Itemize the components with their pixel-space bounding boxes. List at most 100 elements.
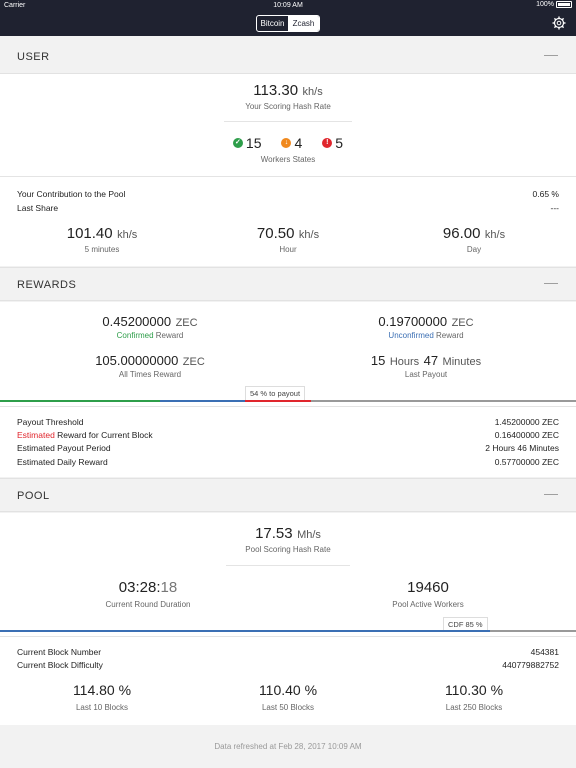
collapse-user-icon[interactable]: —	[544, 46, 558, 62]
round-duration-label: Current Round Duration	[105, 600, 191, 609]
workers-ok: ✓ 15	[232, 135, 262, 151]
round-duration-main: 03:28:	[118, 579, 161, 596]
payout-progress-label: 54 % to payout	[245, 386, 306, 400]
round-duration: 03:28:18	[0, 579, 296, 597]
last-share-label: Last Share	[17, 203, 59, 213]
daily-row: Estimated Daily Reward 0.57700000 ZEC	[17, 457, 559, 467]
last-share-value: ---	[550, 203, 560, 213]
workers-states-label: Workers States	[260, 155, 316, 164]
exclamation-circle-icon: !	[322, 138, 333, 148]
status-bar: Carrier 10:09 AM 100%	[0, 0, 576, 12]
carrier-label: Carrier	[4, 2, 26, 9]
pool-hash-rate: 17.53 Mh/s	[0, 525, 576, 543]
divider	[0, 176, 576, 177]
confirmed-progress-bar	[0, 400, 160, 402]
cdf-remaining-bar	[490, 630, 576, 632]
status-time: 10:09 AM	[273, 2, 303, 9]
pool-workers: 19460	[280, 579, 576, 597]
block-number-value: 454381	[530, 647, 559, 657]
contribution-row: Your Contribution to the Pool 0.65 %	[17, 189, 559, 199]
workers-warn-count: 4	[294, 135, 303, 151]
pool-workers-value: 19460	[407, 579, 449, 596]
cdf-label: CDF 85 %	[443, 617, 488, 631]
workers-states: ✓ 15 ↓ 4 ! 5	[0, 135, 576, 151]
pool-hash-unit: Mh/s	[297, 529, 321, 541]
user-hash-value: 113.30	[253, 82, 299, 99]
rate-5m-value: 101.40	[66, 225, 113, 242]
difficulty-row: Current Block Difficulty 440779882752	[17, 660, 559, 670]
rate-day-label: Day	[466, 245, 482, 254]
pool-workers-label: Pool Active Workers	[392, 600, 464, 609]
last-payout-minutes: 47	[423, 353, 439, 368]
period-value: 2 Hours 46 Minutes	[485, 443, 559, 453]
block-number-row: Current Block Number 454381	[17, 647, 559, 657]
last250-label: Last 250 Blocks	[445, 703, 503, 712]
rate-5m-label: 5 minutes	[84, 245, 120, 254]
divider	[226, 565, 350, 566]
confirmed-unit: ZEC	[175, 317, 198, 329]
divider	[224, 121, 352, 122]
last-payout-hours: 15	[370, 353, 386, 368]
rewards-section-title: REWARDS	[17, 279, 77, 291]
alltime-reward: 105.00000000 ZEC	[0, 352, 300, 370]
last250-value: 110.30 %	[444, 682, 504, 698]
estimated-label: Estimated Reward for Current Block	[17, 430, 153, 440]
payout-progress-bar	[245, 400, 311, 402]
last50-label: Last 50 Blocks	[261, 703, 315, 712]
divider	[0, 406, 576, 407]
unconfirmed-reward: 0.19700000 ZEC	[276, 313, 576, 331]
rewards-section-header[interactable]: REWARDS —	[0, 267, 576, 301]
collapse-rewards-icon[interactable]: —	[544, 274, 558, 290]
unconfirmed-unit: ZEC	[451, 317, 474, 329]
user-section-header[interactable]: USER —	[0, 40, 576, 74]
threshold-value: 1.45200000 ZEC	[494, 417, 559, 427]
confirmed-word: Confirmed	[116, 331, 154, 340]
last-share-row: Last Share ---	[17, 203, 559, 213]
user-hash-rate: 113.30 kh/s	[0, 82, 576, 100]
difficulty-value: 440779882752	[502, 660, 559, 670]
unconfirmed-value: 0.19700000	[378, 314, 448, 329]
daily-value: 0.57700000 ZEC	[494, 457, 559, 467]
contribution-value: 0.65 %	[532, 189, 559, 199]
last50-value: 110.40 %	[258, 682, 318, 698]
cdf-progress-bar	[0, 630, 490, 632]
contribution-label: Your Contribution to the Pool	[17, 189, 126, 199]
arrow-down-circle-icon: ↓	[281, 138, 292, 148]
settings-gear-icon[interactable]	[552, 16, 566, 30]
workers-warn: ↓ 4	[281, 135, 302, 151]
period-label: Estimated Payout Period	[17, 443, 111, 453]
threshold-row: Payout Threshold 1.45200000 ZEC	[17, 417, 559, 427]
rate-day-value: 96.00	[442, 225, 481, 242]
pool-section-header[interactable]: POOL —	[0, 478, 576, 512]
battery-icon	[556, 1, 572, 8]
last-payout: 15 Hours 47 Minutes	[276, 352, 576, 370]
block-number-label: Current Block Number	[17, 647, 102, 657]
confirmed-value: 0.45200000	[102, 314, 172, 329]
last10-label: Last 10 Blocks	[75, 703, 129, 712]
estimated-word: Estimated	[17, 430, 55, 440]
confirmed-suffix: Reward	[153, 331, 184, 340]
workers-err-count: 5	[335, 135, 344, 151]
battery-status: 100%	[536, 1, 572, 8]
user-section-title: USER	[17, 51, 50, 63]
divider	[0, 636, 576, 637]
rate-hour-unit: kh/s	[298, 229, 320, 241]
tab-bitcoin[interactable]: Bitcoin	[260, 19, 285, 28]
check-circle-icon: ✓	[232, 138, 243, 148]
period-row: Estimated Payout Period 2 Hours 46 Minut…	[17, 443, 559, 453]
user-hash-label: Your Scoring Hash Rate	[245, 102, 331, 111]
user-hash-unit: kh/s	[302, 86, 323, 98]
workers-ok-count: 15	[245, 135, 262, 151]
nav-bar: Bitcoin Zcash	[0, 12, 576, 36]
alltime-value: 105.00000000	[95, 353, 179, 368]
remaining-progress-bar	[311, 400, 576, 402]
rate-hour-value: 70.50	[256, 225, 295, 242]
alltime-label: All Times Reward	[118, 370, 182, 379]
last-payout-hours-unit: Hours	[389, 356, 420, 368]
estimated-suffix: Reward for Current Block	[54, 430, 153, 440]
tab-zcash[interactable]: Zcash	[288, 16, 319, 31]
rate-hour-label: Hour	[279, 245, 297, 254]
coin-segmented-control[interactable]: Bitcoin Zcash	[256, 15, 320, 32]
unconfirmed-word: Unconfirmed	[388, 331, 434, 340]
collapse-pool-icon[interactable]: —	[544, 485, 558, 501]
